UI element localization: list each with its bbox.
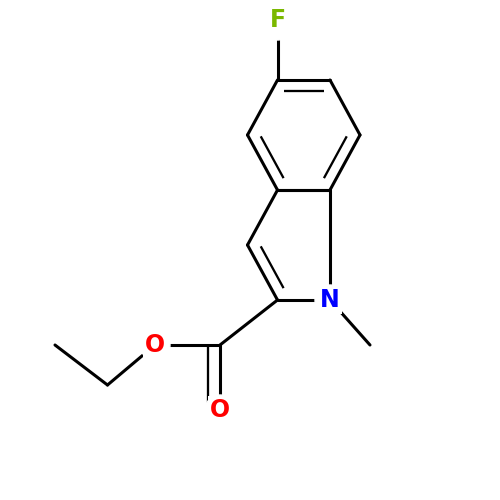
Circle shape	[140, 330, 170, 360]
Circle shape	[315, 285, 345, 315]
Text: O: O	[210, 398, 230, 422]
Text: N: N	[320, 288, 340, 312]
Text: F: F	[270, 8, 285, 32]
Text: O: O	[145, 333, 165, 357]
Circle shape	[262, 10, 292, 40]
Circle shape	[205, 395, 235, 425]
